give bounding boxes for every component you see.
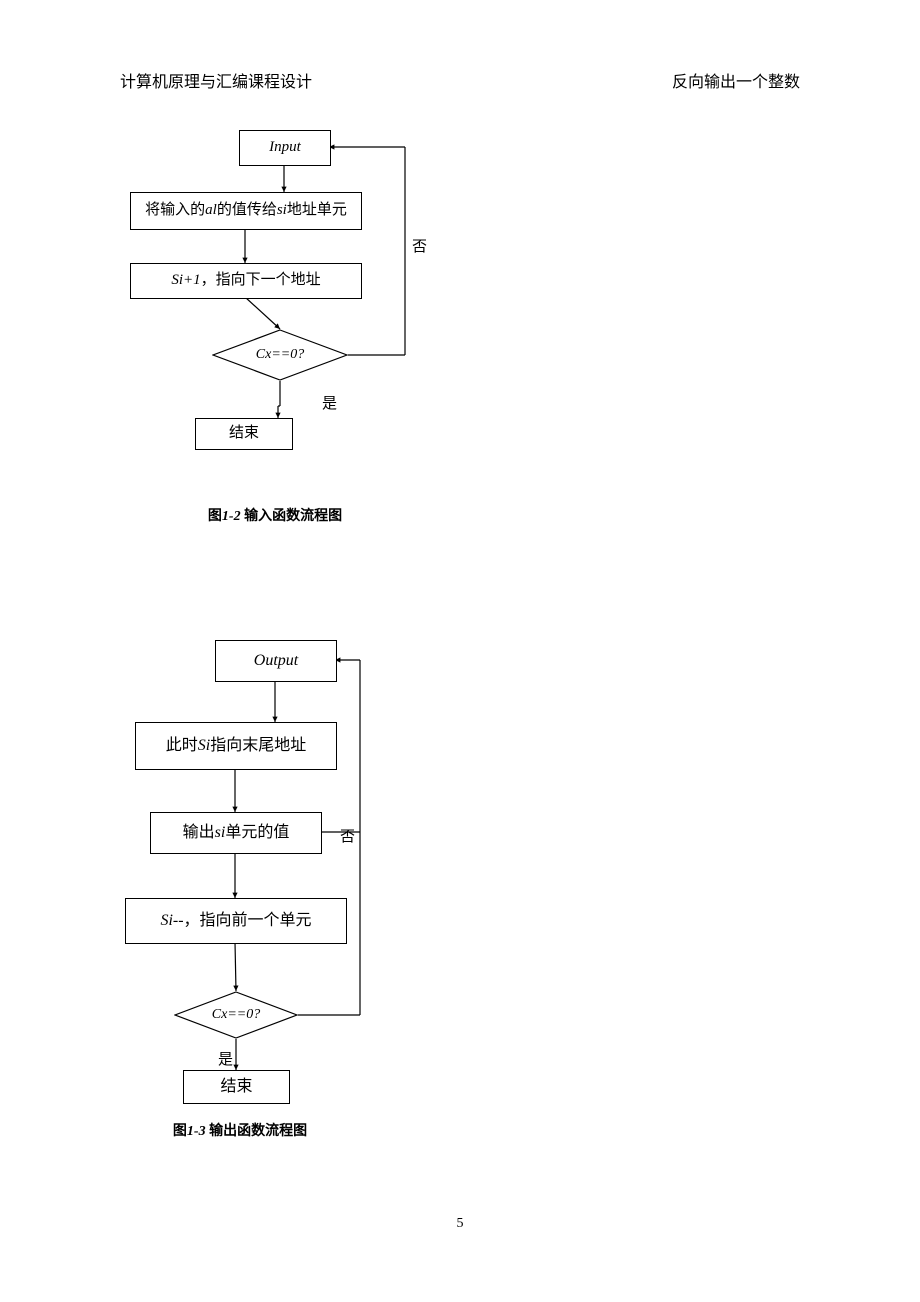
- flowchart-input-function: Input 将输入的al的值传给si地址单元 Si+1，指向下一个地址 Cx==0? 结…: [0, 130, 500, 550]
- page-number: 5: [0, 1216, 920, 1232]
- flowchart-2-connectors: [0, 640, 500, 1120]
- header-right: 反向输出一个整数: [672, 68, 800, 92]
- flow-node: 输出si单元的值: [150, 812, 322, 854]
- flow-node: Si+1，指向下一个地址: [130, 263, 362, 299]
- flow-branch-label: 否: [340, 825, 355, 846]
- flow-node: 结束: [183, 1070, 290, 1104]
- flow-node: Si--，指向前一个单元: [125, 898, 347, 944]
- flow-node: 将输入的al的值传给si地址单元: [130, 192, 362, 230]
- flow-decision: Cx==0?: [212, 329, 348, 381]
- flow-branch-label: 是: [218, 1048, 233, 1069]
- flow-decision: Cx==0?: [174, 991, 298, 1039]
- flow-branch-label: 否: [412, 235, 427, 256]
- header-left: 计算机原理与汇编课程设计: [120, 68, 312, 92]
- flow-node: Input: [239, 130, 331, 166]
- flow-node: 结束: [195, 418, 293, 450]
- flow-node: 此时Si指向末尾地址: [135, 722, 337, 770]
- caption-flowchart-2: 图1-3 输出函数流程图: [130, 1120, 350, 1140]
- page-header: 计算机原理与汇编课程设计 反向输出一个整数: [0, 68, 920, 92]
- flow-branch-label: 是: [322, 392, 337, 413]
- flowchart-output-function: Output 此时Si指向末尾地址输出si单元的值 Si--，指向前一个单元 Cx==…: [0, 640, 500, 1170]
- flow-node: Output: [215, 640, 337, 682]
- caption-flowchart-1: 图1-2 输入函数流程图: [175, 505, 375, 525]
